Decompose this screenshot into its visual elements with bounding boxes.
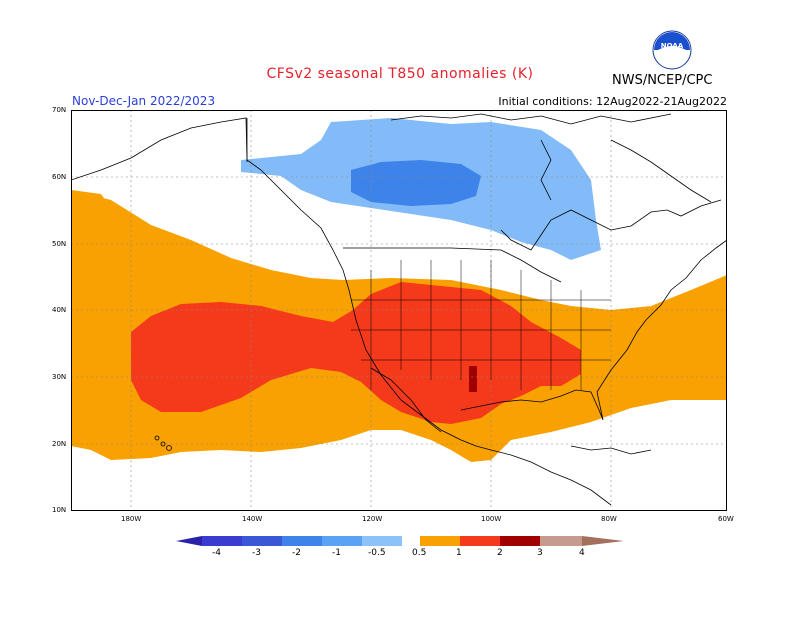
lat-label-40n: 40N bbox=[52, 306, 67, 314]
legend-swatch-3 bbox=[282, 536, 322, 546]
state-borders bbox=[351, 260, 611, 390]
lon-label-80w: 80W bbox=[601, 515, 617, 523]
lon-label-60w: 60W bbox=[718, 515, 734, 523]
legend-label-neg4: -4 bbox=[212, 548, 221, 558]
legend-label-neg05: -0.5 bbox=[368, 548, 386, 558]
map-title: CFSv2 seasonal T850 anomalies (K) bbox=[266, 66, 534, 82]
season-label: Nov-Dec-Jan 2022/2023 bbox=[72, 94, 216, 108]
temperature-anomaly-map bbox=[71, 110, 727, 511]
lon-label-180w: 180W bbox=[121, 515, 142, 523]
lat-label-50n: 50N bbox=[52, 240, 67, 248]
legend-label-pos2: 2 bbox=[497, 548, 503, 558]
legend-swatch-8 bbox=[460, 536, 500, 546]
legend-swatch-7 bbox=[420, 536, 460, 546]
anomaly-region-neg1 bbox=[351, 160, 481, 206]
hawaii-islands bbox=[154, 435, 172, 451]
coastlines bbox=[71, 113, 727, 506]
initial-conditions-label: Initial conditions: 12Aug2022-21Aug2022 bbox=[498, 95, 727, 108]
legend-swatch-6 bbox=[402, 536, 420, 546]
legend-label-pos1: 1 bbox=[456, 548, 462, 558]
legend-label-neg1: -1 bbox=[332, 548, 341, 558]
legend-swatch-5 bbox=[362, 536, 402, 546]
noaa-logo-text: NOAA bbox=[661, 42, 684, 50]
lat-label-60n: 60N bbox=[52, 173, 67, 181]
lat-label-20n: 20N bbox=[52, 440, 67, 448]
legend-label-pos4: 4 bbox=[579, 548, 585, 558]
legend-label-pos3: 3 bbox=[537, 548, 543, 558]
legend-swatch-4 bbox=[322, 536, 362, 546]
agency-label: NWS/NCEP/CPC bbox=[612, 73, 713, 88]
legend-arrow-left bbox=[176, 536, 202, 546]
legend-swatch-9 bbox=[500, 536, 540, 546]
lon-label-140w: 140W bbox=[242, 515, 263, 523]
legend-swatch-2 bbox=[242, 536, 282, 546]
legend-arrow-right bbox=[582, 536, 624, 546]
lon-label-100w: 100W bbox=[481, 515, 502, 523]
anomaly-region-pos1 bbox=[131, 282, 581, 424]
legend-label-neg3: -3 bbox=[252, 548, 261, 558]
color-legend bbox=[176, 536, 624, 546]
lat-label-70n: 70N bbox=[52, 106, 67, 114]
lat-label-30n: 30N bbox=[52, 373, 67, 381]
lon-label-120w: 120W bbox=[362, 515, 383, 523]
legend-swatch-1 bbox=[202, 536, 242, 546]
lat-label-10n: 10N bbox=[52, 506, 67, 514]
anomaly-region-pos2 bbox=[469, 366, 477, 392]
legend-label-neg2: -2 bbox=[292, 548, 301, 558]
legend-label-pos05: 0.5 bbox=[412, 548, 427, 558]
anomaly-region-pos05-west bbox=[71, 190, 111, 220]
legend-swatch-10 bbox=[540, 536, 582, 546]
noaa-logo-icon: NOAA bbox=[652, 30, 692, 70]
